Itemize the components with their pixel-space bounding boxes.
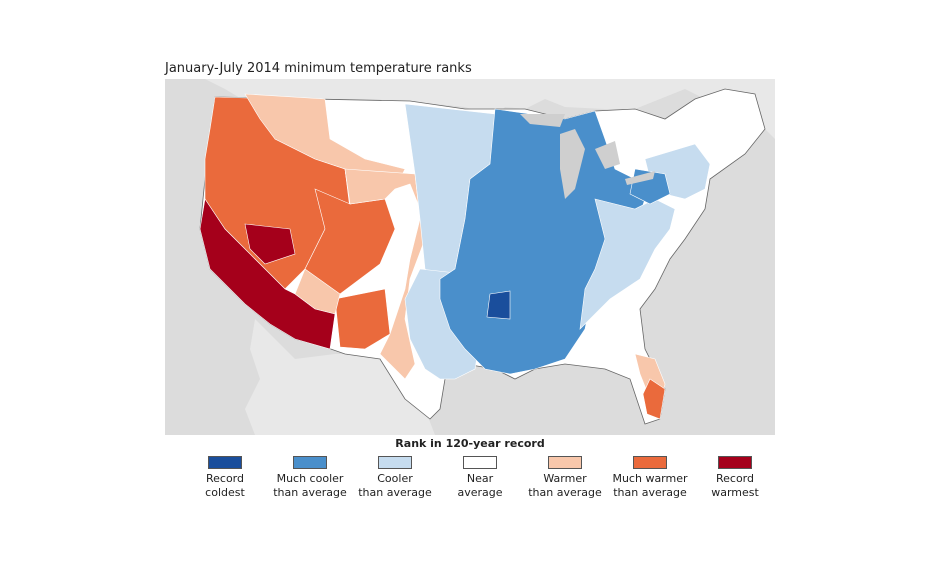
legend-item-much-warmer: Much warmer than average <box>605 456 695 500</box>
region-record-warmest-nevada <box>244 223 296 265</box>
map-title: January-July 2014 minimum temperature ra… <box>165 61 472 76</box>
legend-item-near-average: Near average <box>435 456 525 500</box>
legend-swatch <box>378 456 412 469</box>
canada-land <box>165 79 775 139</box>
legend-item-record-coldest: Record coldest <box>180 456 270 500</box>
us-climate-division-map <box>165 79 775 435</box>
region-much-warmer-florida <box>642 378 666 420</box>
legend-label: Near average <box>457 472 503 499</box>
legend-swatch <box>208 456 242 469</box>
mexico-land <box>245 319 435 435</box>
lake-erie <box>625 171 655 185</box>
legend-label: Warmer than average <box>528 472 602 499</box>
legend-swatch <box>633 456 667 469</box>
legend-swatch <box>293 456 327 469</box>
legend-label: Record warmest <box>711 472 759 499</box>
legend-item-warmer: Warmer than average <box>520 456 610 500</box>
legend-item-much-cooler: Much cooler than average <box>265 456 355 500</box>
region-cooler-appalachia <box>579 198 676 330</box>
lake-huron <box>595 141 620 169</box>
legend: Record coldest Much cooler than average … <box>180 456 760 506</box>
region-record-warmest <box>199 198 336 350</box>
legend-label: Much cooler than average <box>273 472 347 499</box>
lake-superior <box>520 114 565 127</box>
legend-label: Record coldest <box>205 472 245 499</box>
legend-label: Much warmer than average <box>612 472 688 499</box>
region-warmer-rockies <box>344 168 426 380</box>
legend-item-record-warmest: Record warmest <box>690 456 780 500</box>
legend-swatch <box>463 456 497 469</box>
region-much-warmer-newmexico <box>334 288 391 350</box>
map-svg <box>165 79 775 435</box>
legend-swatch <box>718 456 752 469</box>
region-record-coldest <box>486 290 511 320</box>
legend-title: Rank in 120-year record <box>395 437 545 450</box>
lake-michigan <box>560 129 585 199</box>
legend-label: Cooler than average <box>358 472 432 499</box>
legend-item-cooler: Cooler than average <box>350 456 440 500</box>
legend-swatch <box>548 456 582 469</box>
